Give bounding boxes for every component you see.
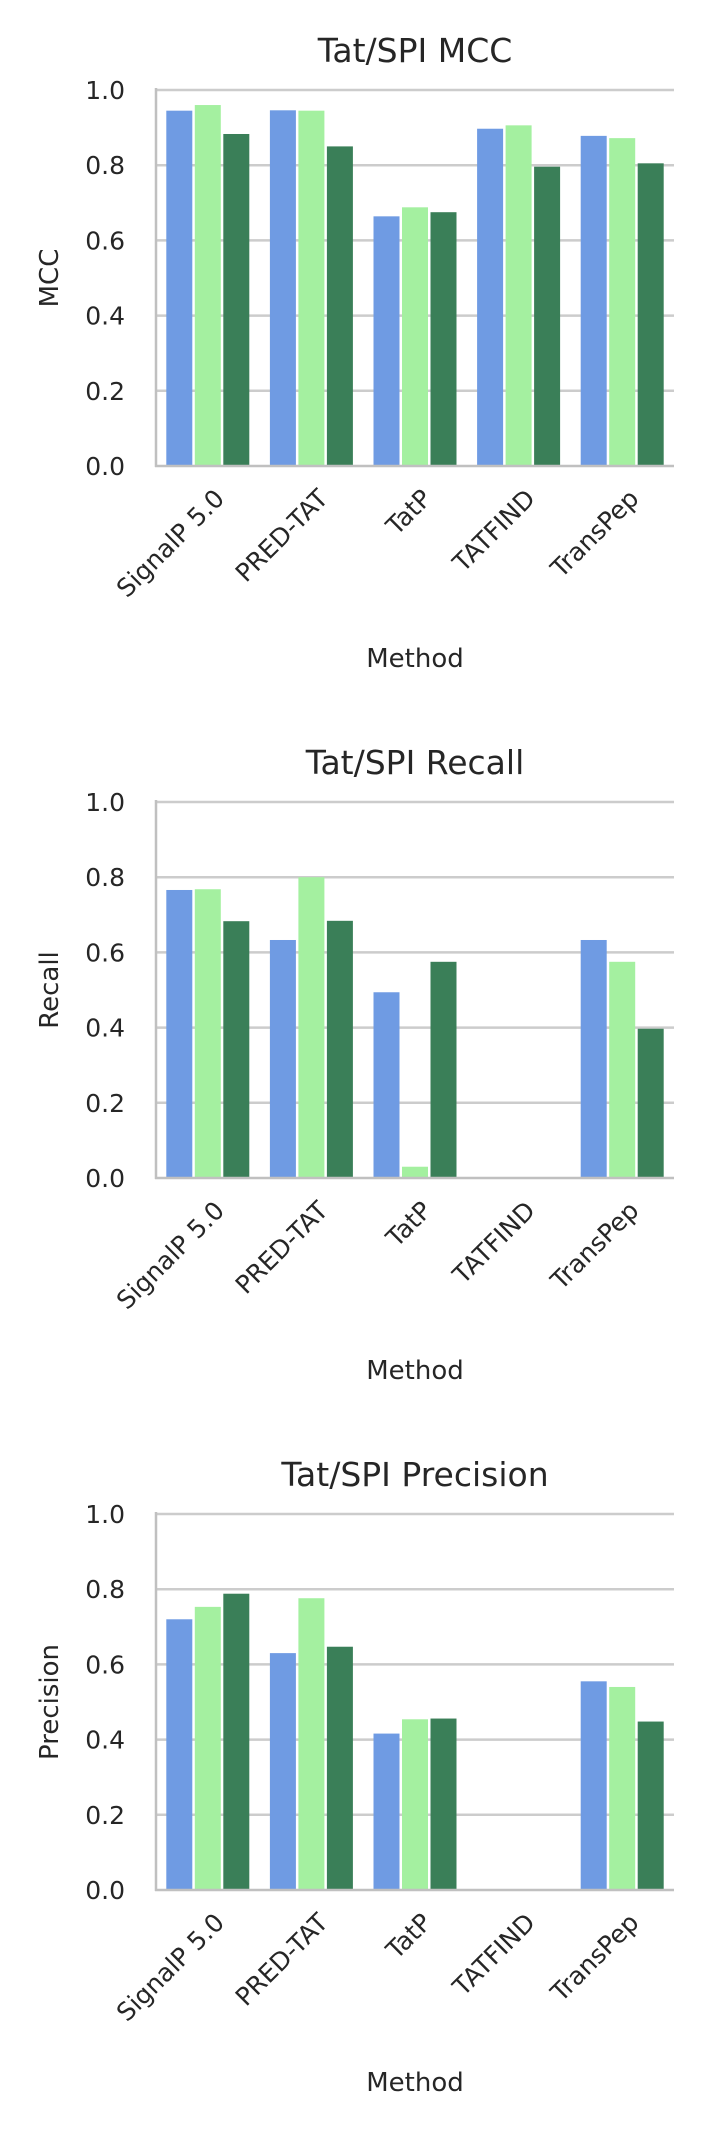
y-tick-label: 0.4 xyxy=(85,302,125,331)
x-tick-label: PRED-TAT xyxy=(230,1195,334,1299)
bar xyxy=(580,939,607,1178)
bar xyxy=(402,1166,428,1178)
bar xyxy=(637,1028,664,1178)
bar xyxy=(194,1606,221,1890)
chart-panel-1: 0.0 0.2 0.4 0.6 0.8 1.0 SignalP 5.0 PRED-TAT Tat… xyxy=(35,31,674,674)
y-tick-label: 1.0 xyxy=(85,788,125,817)
y-tick-label: 0.0 xyxy=(85,452,125,481)
x-axis-label: Method xyxy=(366,2068,464,2098)
bar xyxy=(402,207,428,466)
y-tick-label: 0.4 xyxy=(85,1014,125,1043)
bar xyxy=(194,105,221,466)
y-axis-label: MCC xyxy=(35,249,65,308)
bar xyxy=(609,138,636,467)
y-tick-label: 0.6 xyxy=(85,226,125,255)
bar xyxy=(609,1686,636,1890)
x-axis-label: Method xyxy=(366,1356,464,1386)
chart-panel-2: 0.0 0.2 0.4 0.6 0.8 1.0 SignalP 5.0 PRED-TAT Tat… xyxy=(35,743,674,1386)
y-tick-label: 0.8 xyxy=(85,1575,125,1604)
x-tick-label: PRED-TAT xyxy=(230,1907,334,2011)
x-tick-label: TATFIND xyxy=(446,484,540,578)
x-tick-label: TransPep xyxy=(544,1908,644,2008)
x-tick-label: TatP xyxy=(380,484,438,542)
bar xyxy=(637,163,664,466)
bar xyxy=(194,889,221,1178)
bar xyxy=(269,939,296,1178)
y-tick-label: 0.0 xyxy=(85,1164,125,1193)
x-axis-label: Method xyxy=(366,644,464,674)
x-tick-label: SignalP 5.0 xyxy=(111,1908,230,2027)
bar xyxy=(580,1681,607,1890)
bar xyxy=(373,992,400,1178)
bar xyxy=(534,166,561,467)
bar xyxy=(430,961,457,1178)
x-tick-label: TATFIND xyxy=(446,1908,540,2002)
y-tick-label: 0.6 xyxy=(85,938,125,967)
bar xyxy=(166,1619,193,1890)
bar xyxy=(269,110,296,466)
y-axis-label: Recall xyxy=(35,951,65,1029)
bar xyxy=(166,889,193,1178)
x-tick-label: SignalP 5.0 xyxy=(111,1196,230,1315)
bar xyxy=(269,1653,296,1890)
y-tick-label: 0.2 xyxy=(85,377,125,406)
bar xyxy=(298,877,325,1178)
y-axis-label: Precision xyxy=(35,1644,65,1760)
bar xyxy=(477,128,504,466)
x-tick-label: TatP xyxy=(380,1908,438,1966)
bar xyxy=(166,110,193,467)
bar xyxy=(402,1719,428,1890)
y-tick-label: 0.8 xyxy=(85,151,125,180)
y-tick-label: 0.2 xyxy=(85,1801,125,1830)
bar xyxy=(298,1598,325,1890)
bar xyxy=(326,1646,353,1890)
chart-title: Tat/SPI Recall xyxy=(305,743,525,782)
bar xyxy=(223,133,250,466)
x-tick-label: TATFIND xyxy=(446,1196,540,1290)
bar xyxy=(580,135,607,466)
x-tick-label: SignalP 5.0 xyxy=(111,484,230,603)
y-tick-label: 0.2 xyxy=(85,1089,125,1118)
y-tick-label: 1.0 xyxy=(85,76,125,105)
chart-title: Tat/SPI Precision xyxy=(280,1455,548,1494)
y-tick-label: 1.0 xyxy=(85,1500,125,1529)
bar xyxy=(223,921,250,1178)
y-tick-label: 0.0 xyxy=(85,1876,125,1905)
chart-panel-3: 0.0 0.2 0.4 0.6 0.8 1.0 SignalP 5.0 PRED-TAT Tat… xyxy=(35,1455,674,2098)
y-tick-label: 0.4 xyxy=(85,1726,125,1755)
bar xyxy=(505,125,532,467)
x-tick-label: TatP xyxy=(380,1196,438,1254)
bar xyxy=(637,1721,664,1890)
x-tick-label: PRED-TAT xyxy=(230,483,334,587)
y-tick-label: 0.6 xyxy=(85,1650,125,1679)
x-tick-label: TransPep xyxy=(544,484,644,584)
bar xyxy=(326,920,353,1178)
bar xyxy=(373,216,400,466)
y-tick-label: 0.8 xyxy=(85,863,125,892)
bar xyxy=(298,110,325,467)
bar xyxy=(373,1733,400,1890)
bar xyxy=(223,1593,250,1890)
bar xyxy=(430,1718,457,1890)
bar xyxy=(609,961,636,1178)
chart-title: Tat/SPI MCC xyxy=(317,31,513,70)
x-tick-label: TransPep xyxy=(544,1196,644,1296)
bar xyxy=(326,146,353,466)
bar xyxy=(430,212,457,466)
